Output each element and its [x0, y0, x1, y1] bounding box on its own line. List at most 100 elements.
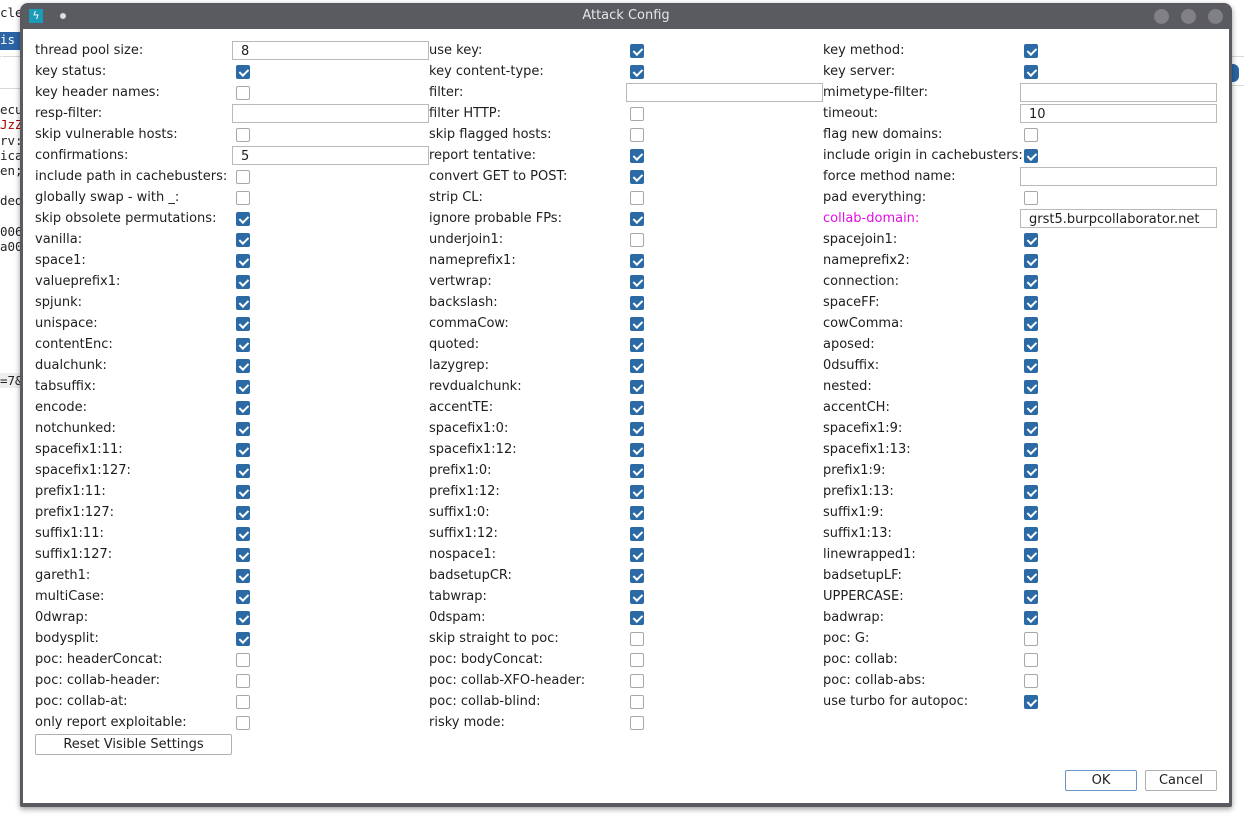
- nospace1-checkbox[interactable]: [630, 548, 644, 562]
- poc-headerconcat-checkbox[interactable]: [236, 653, 250, 667]
- suffix1-12-checkbox[interactable]: [630, 527, 644, 541]
- close-button[interactable]: [1208, 9, 1223, 24]
- suffix1-11-checkbox[interactable]: [236, 527, 250, 541]
- nested-checkbox[interactable]: [1024, 380, 1038, 394]
- prefix1-0-checkbox[interactable]: [630, 464, 644, 478]
- only-report-exploitable-checkbox[interactable]: [236, 716, 250, 730]
- prefix1-12-checkbox[interactable]: [630, 485, 644, 499]
- valueprefix1-checkbox[interactable]: [236, 275, 250, 289]
- 0dwrap-checkbox[interactable]: [236, 611, 250, 625]
- accentch-checkbox[interactable]: [1024, 401, 1038, 415]
- lazygrep-checkbox[interactable]: [630, 359, 644, 373]
- ignore-probable-fps-checkbox[interactable]: [630, 212, 644, 226]
- poc-collab-at-checkbox[interactable]: [236, 695, 250, 709]
- spaceff-checkbox[interactable]: [1024, 296, 1038, 310]
- poc-collab-abs-checkbox[interactable]: [1024, 674, 1038, 688]
- title-bar[interactable]: ϟ Attack Config: [20, 3, 1232, 29]
- confirmations-input[interactable]: 5: [232, 146, 429, 165]
- minimize-button[interactable]: [1154, 9, 1169, 24]
- flag-new-domains-checkbox[interactable]: [1024, 128, 1038, 142]
- risky-mode-checkbox[interactable]: [630, 716, 644, 730]
- collab-domain-input[interactable]: grst5.burpcollaborator.net: [1020, 209, 1217, 228]
- spacejoin1-checkbox[interactable]: [1024, 233, 1038, 247]
- spacefix1-0-checkbox[interactable]: [630, 422, 644, 436]
- 0dspam-checkbox[interactable]: [630, 611, 644, 625]
- cancel-button[interactable]: Cancel: [1145, 770, 1217, 791]
- spacefix1-11-checkbox[interactable]: [236, 443, 250, 457]
- key-content-type-checkbox[interactable]: [630, 65, 644, 79]
- badsetuplf-checkbox[interactable]: [1024, 569, 1038, 583]
- skip-vulnerable-hosts-checkbox[interactable]: [236, 128, 250, 142]
- pad-everything-checkbox[interactable]: [1024, 191, 1038, 205]
- mimetype-filter-input[interactable]: [1020, 83, 1217, 102]
- use-turbo-for-autopoc-checkbox[interactable]: [1024, 695, 1038, 709]
- badsetupcr-checkbox[interactable]: [630, 569, 644, 583]
- pin-icon[interactable]: [60, 13, 66, 19]
- spacefix1-13-checkbox[interactable]: [1024, 443, 1038, 457]
- prefix1-9-checkbox[interactable]: [1024, 464, 1038, 478]
- connection-checkbox[interactable]: [1024, 275, 1038, 289]
- nameprefix1-checkbox[interactable]: [630, 254, 644, 268]
- poc-collab-checkbox[interactable]: [1024, 653, 1038, 667]
- notchunked-checkbox[interactable]: [236, 422, 250, 436]
- space1-checkbox[interactable]: [236, 254, 250, 268]
- bodysplit-checkbox[interactable]: [236, 632, 250, 646]
- spacefix1-127-checkbox[interactable]: [236, 464, 250, 478]
- tabsuffix-checkbox[interactable]: [236, 380, 250, 394]
- poc-collab-xfo-header-checkbox[interactable]: [630, 674, 644, 688]
- vertwrap-checkbox[interactable]: [630, 275, 644, 289]
- filter-http-checkbox[interactable]: [630, 107, 644, 121]
- include-path-in-cachebusters-checkbox[interactable]: [236, 170, 250, 184]
- badwrap-checkbox[interactable]: [1024, 611, 1038, 625]
- convert-get-to-post-checkbox[interactable]: [630, 170, 644, 184]
- suffix1-9-checkbox[interactable]: [1024, 506, 1038, 520]
- backslash-checkbox[interactable]: [630, 296, 644, 310]
- maximize-button[interactable]: [1181, 9, 1196, 24]
- filter-input[interactable]: [626, 83, 823, 102]
- timeout-input[interactable]: 10: [1020, 104, 1217, 123]
- suffix1-0-checkbox[interactable]: [630, 506, 644, 520]
- aposed-checkbox[interactable]: [1024, 338, 1038, 352]
- poc-g-checkbox[interactable]: [1024, 632, 1038, 646]
- linewrapped1-checkbox[interactable]: [1024, 548, 1038, 562]
- unispace-checkbox[interactable]: [236, 317, 250, 331]
- prefix1-13-checkbox[interactable]: [1024, 485, 1038, 499]
- suffix1-127-checkbox[interactable]: [236, 548, 250, 562]
- accentte-checkbox[interactable]: [630, 401, 644, 415]
- poc-bodyconcat-checkbox[interactable]: [630, 653, 644, 667]
- report-tentative-checkbox[interactable]: [630, 149, 644, 163]
- tabwrap-checkbox[interactable]: [630, 590, 644, 604]
- nameprefix2-checkbox[interactable]: [1024, 254, 1038, 268]
- cowcomma-checkbox[interactable]: [1024, 317, 1038, 331]
- quoted-checkbox[interactable]: [630, 338, 644, 352]
- use-key-checkbox[interactable]: [630, 44, 644, 58]
- suffix1-13-checkbox[interactable]: [1024, 527, 1038, 541]
- revdualchunk-checkbox[interactable]: [630, 380, 644, 394]
- uppercase-checkbox[interactable]: [1024, 590, 1038, 604]
- force-method-name-input[interactable]: [1020, 167, 1217, 186]
- poc-collab-blind-checkbox[interactable]: [630, 695, 644, 709]
- strip-cl-checkbox[interactable]: [630, 191, 644, 205]
- include-origin-in-cachebusters-checkbox[interactable]: [1024, 149, 1038, 163]
- multicase-checkbox[interactable]: [236, 590, 250, 604]
- resp-filter-input[interactable]: [232, 104, 429, 123]
- prefix1-11-checkbox[interactable]: [236, 485, 250, 499]
- poc-collab-header-checkbox[interactable]: [236, 674, 250, 688]
- skip-obsolete-permutations-checkbox[interactable]: [236, 212, 250, 226]
- key-status-checkbox[interactable]: [236, 65, 250, 79]
- reset-visible-settings-button[interactable]: Reset Visible Settings: [35, 734, 232, 755]
- underjoin1-checkbox[interactable]: [630, 233, 644, 247]
- key-method-checkbox[interactable]: [1024, 44, 1038, 58]
- vanilla-checkbox[interactable]: [236, 233, 250, 247]
- encode-checkbox[interactable]: [236, 401, 250, 415]
- commacow-checkbox[interactable]: [630, 317, 644, 331]
- globally-swap-with-checkbox[interactable]: [236, 191, 250, 205]
- prefix1-127-checkbox[interactable]: [236, 506, 250, 520]
- spjunk-checkbox[interactable]: [236, 296, 250, 310]
- spacefix1-9-checkbox[interactable]: [1024, 422, 1038, 436]
- ok-button[interactable]: OK: [1065, 770, 1137, 791]
- dualchunk-checkbox[interactable]: [236, 359, 250, 373]
- key-server-checkbox[interactable]: [1024, 65, 1038, 79]
- thread-pool-size-input[interactable]: 8: [232, 41, 429, 60]
- 0dsuffix-checkbox[interactable]: [1024, 359, 1038, 373]
